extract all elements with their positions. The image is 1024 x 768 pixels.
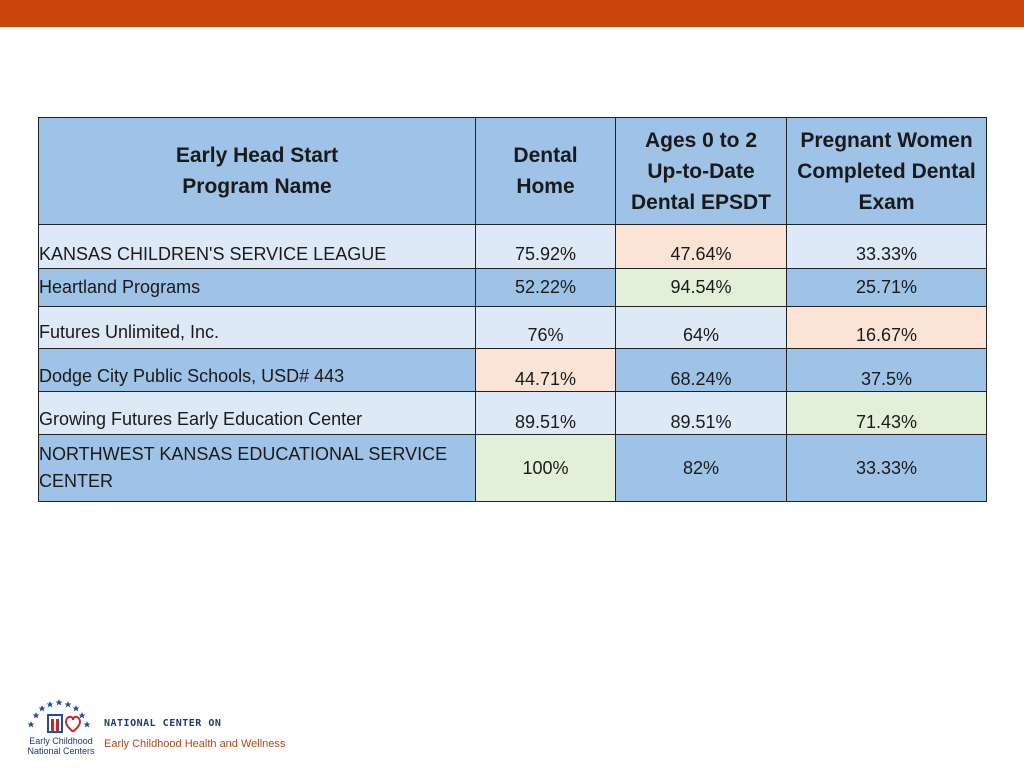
pregnant-women-cell: 33.33% [786, 434, 987, 502]
pregnant-women-cell: 25.71% [786, 268, 987, 307]
ages-0-2-cell: 89.51% [615, 391, 787, 435]
logo-caption: Early Childhood National Centers [27, 736, 95, 756]
ages-0-2-cell: 94.54% [615, 268, 787, 307]
program-name-cell: Heartland Programs [38, 268, 476, 307]
dental-home-cell: 75.92% [475, 224, 616, 269]
ages-0-2-cell: 82% [615, 434, 787, 502]
header-program-name: Early Head Start Program Name [38, 117, 476, 225]
dental-home-cell: 100% [475, 434, 616, 502]
dental-data-table: Early Head Start Program Name Dental Hom… [38, 117, 987, 502]
pregnant-women-cell: 33.33% [786, 224, 987, 269]
national-center-label: NATIONAL CENTER ON [104, 718, 222, 729]
program-name-cell: Futures Unlimited, Inc. [38, 306, 476, 349]
pregnant-women-cell: 37.5% [786, 348, 987, 392]
table-row: Heartland Programs 52.22% 94.54% 25.71% [38, 268, 987, 307]
ages-0-2-cell: 47.64% [615, 224, 787, 269]
footer-logo: Early Childhood National Centers NATIONA… [26, 698, 306, 760]
early-childhood-logo-icon [27, 699, 91, 733]
table-row: Futures Unlimited, Inc. 76% 64% 16.67% [38, 306, 987, 349]
table-row: Dodge City Public Schools, USD# 443 44.7… [38, 348, 987, 392]
program-name-cell: NORTHWEST KANSAS EDUCATIONAL SERVICE CEN… [38, 434, 476, 502]
ages-0-2-cell: 64% [615, 306, 787, 349]
ages-0-2-cell: 68.24% [615, 348, 787, 392]
dental-home-cell: 52.22% [475, 268, 616, 307]
pregnant-women-cell: 16.67% [786, 306, 987, 349]
program-name-cell: KANSAS CHILDREN'S SERVICE LEAGUE [38, 224, 476, 269]
header-dental-home: Dental Home [475, 117, 616, 225]
dental-home-cell: 76% [475, 306, 616, 349]
table-header-row: Early Head Start Program Name Dental Hom… [38, 117, 987, 225]
header-pregnant-women: Pregnant Women Completed Dental Exam [786, 117, 987, 225]
top-accent-bar [0, 0, 1024, 27]
pregnant-women-cell: 71.43% [786, 391, 987, 435]
table-row: NORTHWEST KANSAS EDUCATIONAL SERVICE CEN… [38, 434, 987, 502]
dental-home-cell: 89.51% [475, 391, 616, 435]
program-name-cell: Growing Futures Early Education Center [38, 391, 476, 435]
table-row: KANSAS CHILDREN'S SERVICE LEAGUE 75.92% … [38, 224, 987, 269]
program-name-cell: Dodge City Public Schools, USD# 443 [38, 348, 476, 392]
table-row: Growing Futures Early Education Center 8… [38, 391, 987, 435]
header-ages-0-to-2: Ages 0 to 2 Up-to-Date Dental EPSDT [615, 117, 787, 225]
dental-home-cell: 44.71% [475, 348, 616, 392]
center-name: Early Childhood Health and Wellness [104, 738, 286, 750]
